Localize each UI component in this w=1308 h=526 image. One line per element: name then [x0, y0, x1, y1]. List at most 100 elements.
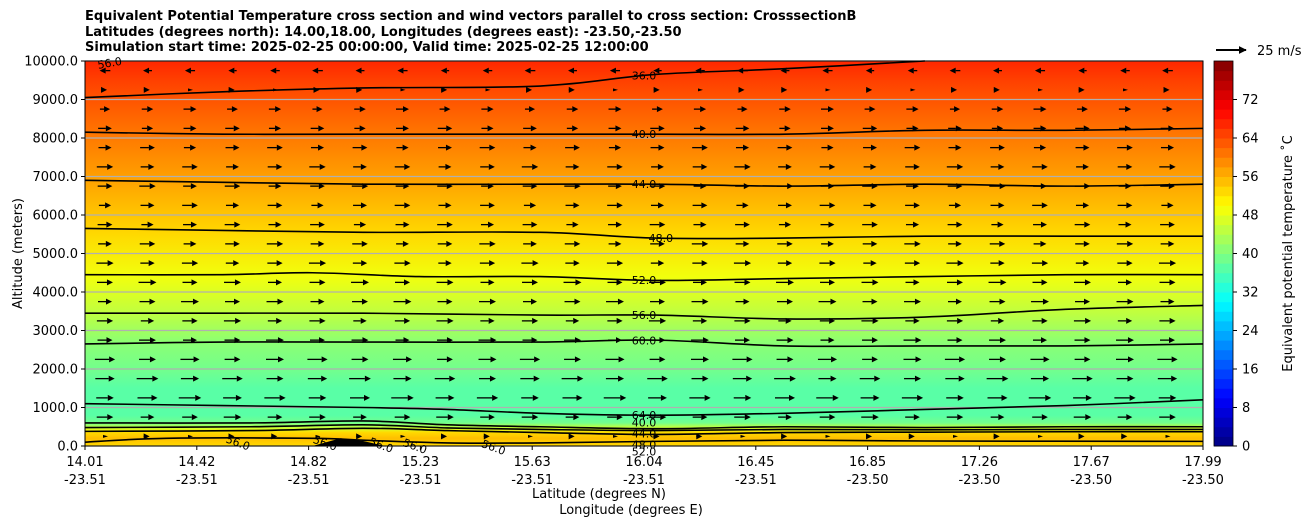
colorbar-segment — [1214, 330, 1233, 341]
wind-arrow — [778, 414, 792, 421]
wind-arrow-head — [488, 317, 495, 324]
contour-label: 64.0 — [632, 409, 657, 422]
colorbar-segment — [1214, 138, 1233, 149]
wind-arrow-head — [999, 240, 1006, 247]
wind-arrow-head — [787, 279, 794, 286]
wind-arrow — [438, 163, 452, 170]
wind-arrow-head — [149, 183, 156, 190]
colorbar-segment — [1214, 109, 1233, 120]
wind-arrow-head — [360, 163, 367, 170]
wind-arrow-head — [615, 144, 622, 151]
colorbar-segment — [1214, 186, 1233, 197]
wind-arrow-head — [316, 106, 323, 113]
wind-arrow-head — [275, 106, 282, 113]
wind-arrow-head — [874, 375, 881, 382]
contour-line — [84, 399, 1204, 417]
wind-arrow — [225, 298, 240, 305]
wind-arrow-head — [1082, 163, 1089, 170]
wind-arrow — [1073, 414, 1092, 421]
wind-arrow — [309, 279, 326, 286]
wind-arrow-head — [1085, 317, 1092, 324]
wind-arrow — [266, 298, 284, 305]
wind-arrow-head — [825, 434, 831, 438]
contour-label: 52.0 — [632, 446, 657, 459]
wind-arrow — [1117, 202, 1133, 209]
wind-arrow — [97, 337, 113, 344]
wind-arrow-head — [956, 221, 963, 228]
wind-arrow-head — [912, 106, 919, 113]
wind-arrow — [351, 279, 369, 286]
wind-arrow — [862, 356, 878, 363]
wind-arrow — [98, 298, 112, 305]
wind-arrow-head — [659, 356, 666, 363]
colorbar-segment — [1214, 70, 1233, 81]
wind-arrow-head — [276, 260, 283, 267]
wind-arrow-head — [402, 106, 409, 113]
wind-arrow — [990, 260, 1005, 267]
wind-arrow — [608, 106, 622, 113]
wind-arrow-head — [234, 183, 241, 190]
wind-arrow — [1074, 279, 1091, 286]
colorbar-segment — [1214, 80, 1233, 91]
wind-arrow-head — [615, 106, 622, 113]
wind-arrow-head — [190, 125, 197, 132]
wind-arrow-head — [913, 317, 920, 324]
wind-arrow-head — [361, 144, 368, 151]
wind-arrow-head — [738, 86, 745, 93]
wind-arrow-head — [448, 394, 455, 401]
wind-arrow — [692, 163, 708, 170]
wind-arrow — [94, 356, 116, 363]
wind-arrow — [821, 106, 834, 113]
wind-arrow — [650, 125, 665, 132]
wind-arrow — [904, 375, 921, 382]
x-axis: 14.01 -23.51 14.42 -23.51 14.82 -23.51 15.23 -2… — [64, 446, 1224, 488]
wind-arrow — [521, 163, 539, 170]
contour-label-text: 52.0 — [632, 274, 657, 287]
wind-arrow — [268, 279, 282, 286]
wind-arrow-head — [1001, 394, 1008, 401]
wind-arrow — [901, 394, 924, 401]
wind-arrow-head — [869, 106, 876, 113]
x-tick-label-lat: 14.42 — [178, 455, 215, 470]
wind-arrow — [309, 317, 326, 324]
wind-arrow-head — [998, 317, 1005, 324]
wind-arrow-head — [191, 163, 198, 170]
wind-arrow — [819, 163, 836, 170]
wind-arrow — [226, 163, 239, 170]
wind-arrow — [480, 221, 495, 228]
wind-arrow — [906, 106, 919, 113]
wind-arrow — [691, 375, 709, 382]
wind-arrow — [309, 163, 326, 170]
contour-label: 44.0 — [632, 178, 657, 191]
wind-arrow — [103, 434, 108, 438]
wind-arrow — [862, 221, 878, 228]
wind-arrow-head — [400, 434, 406, 438]
wind-arrow — [1038, 88, 1043, 92]
wind-arrow — [225, 144, 240, 151]
wind-arrow-head — [356, 433, 363, 440]
wind-arrow-head — [1123, 88, 1128, 92]
wind-arrow-head — [148, 163, 155, 170]
wind-arrow-head — [530, 144, 537, 151]
wind-arrow — [605, 375, 625, 382]
wind-arrow-head — [998, 202, 1005, 209]
wind-arrow — [652, 106, 663, 113]
wind-arrow — [733, 260, 752, 267]
wind-arrow-head — [1041, 317, 1048, 324]
wind-arrow — [267, 260, 283, 267]
wind-arrow-head — [865, 67, 872, 74]
wind-arrow-head — [445, 163, 452, 170]
wind-arrow — [735, 240, 750, 247]
wind-arrow-head — [488, 279, 495, 286]
wind-arrow — [440, 67, 450, 74]
wind-arrow — [905, 221, 920, 228]
wind-arrow-head — [233, 240, 240, 247]
wind-arrow-head — [192, 298, 199, 305]
wind-arrow — [647, 375, 668, 382]
wind-arrow-head — [1042, 260, 1049, 267]
wind-arrow-head — [151, 394, 158, 401]
wind-arrow — [96, 260, 114, 267]
wind-arrow-head — [526, 86, 533, 93]
wind-arrow-head — [233, 260, 240, 267]
wind-arrow-head — [530, 298, 537, 305]
